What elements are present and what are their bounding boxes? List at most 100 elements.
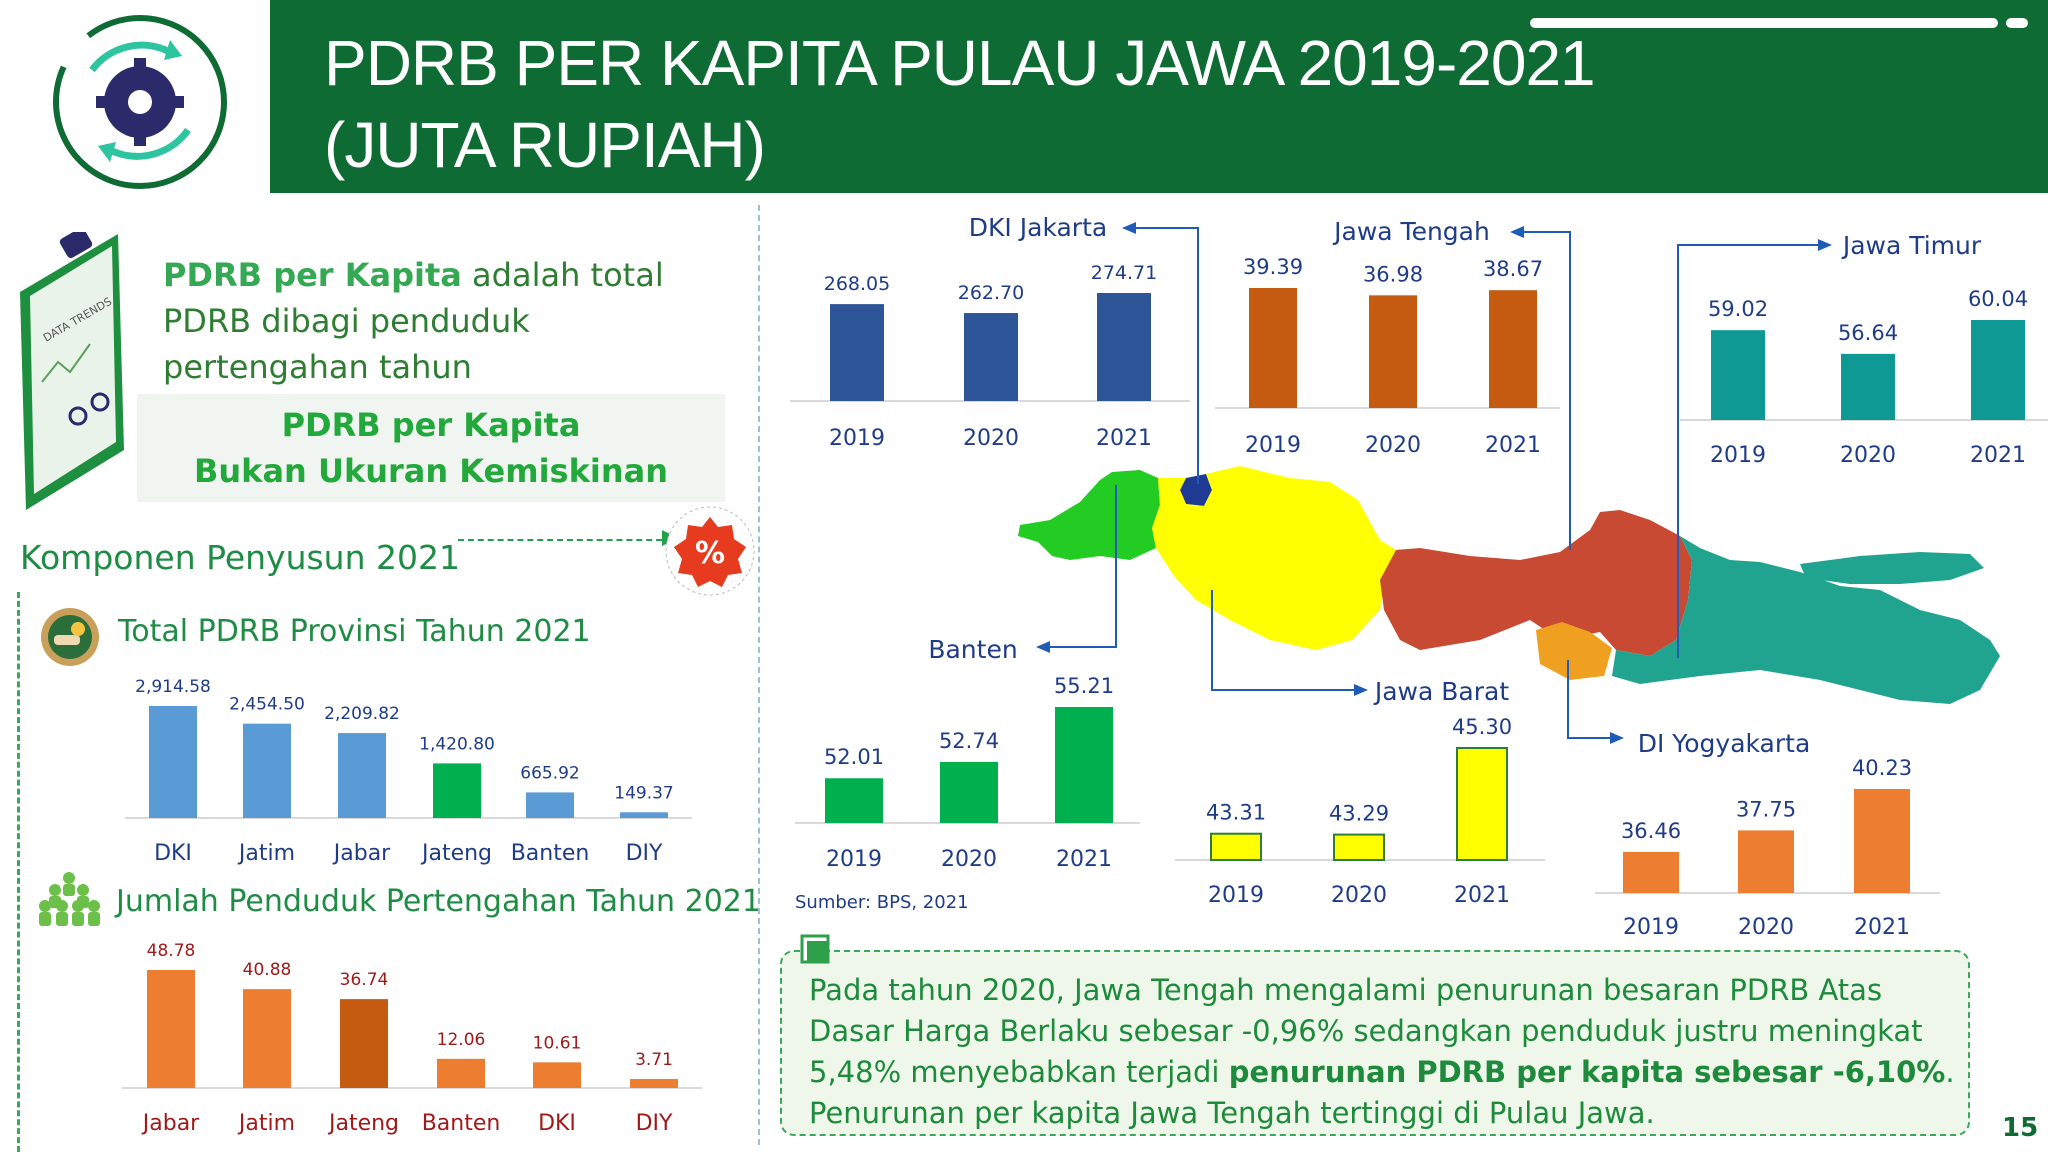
arrow-banten-icon	[1036, 641, 1050, 653]
jabar-chart: 43.31 2019 43.29 2020 45.30 2021	[1175, 715, 1545, 908]
jateng-value-label: 39.39	[1243, 255, 1303, 279]
region-name-label: DKI Jakarta	[969, 213, 1107, 242]
jatim-bar	[1711, 330, 1765, 420]
banten-value-label: 52.01	[824, 745, 884, 769]
banten-value-label: 52.74	[939, 729, 999, 753]
penduduk-2021-value-label: 12.06	[437, 1030, 486, 1050]
pdrb-2021-value-label: 1,420.80	[419, 734, 495, 754]
penduduk-2021-bar	[340, 999, 388, 1088]
jabar-value-label: 43.29	[1329, 802, 1389, 826]
pdrb-2021-bar	[620, 812, 668, 818]
region-name-label: Jawa Barat	[1373, 677, 1509, 706]
note-marker-icon	[800, 934, 830, 964]
note-part-1: Pada tahun 2020, Jawa Tengah mengalami p…	[809, 973, 1923, 1089]
clipboard-data-trends-icon: DATA TRENDS	[20, 232, 124, 510]
definition-text: PDRB per Kapita adalah total PDRB dibagi…	[163, 252, 723, 390]
banten-bar	[825, 778, 883, 823]
map-region-diy	[1536, 622, 1612, 680]
map-region-jateng	[1380, 510, 1692, 656]
jatim-value-label: 59.02	[1708, 297, 1768, 321]
left-dashed-guide	[17, 592, 20, 1152]
jabar-category-label: 2020	[1331, 883, 1387, 908]
pdrb-2021-category-label: Jatim	[237, 841, 295, 866]
diy-category-label: 2020	[1738, 915, 1794, 940]
jateng-value-label: 38.67	[1483, 257, 1543, 281]
jatim-bar	[1971, 320, 2025, 420]
dki-category-label: 2019	[829, 426, 885, 451]
map-region-jatim	[1612, 536, 2000, 704]
arrow-jatim-icon	[1818, 239, 1832, 251]
penduduk-2021-category-label: Jatim	[237, 1111, 295, 1136]
money-hand-icon	[41, 608, 99, 666]
population-people-icon	[39, 872, 100, 926]
region-name-label: Jawa Timur	[1841, 231, 1982, 260]
pdrb-2021-category-label: DKI	[154, 841, 192, 866]
dki-bar	[830, 304, 884, 401]
penduduk-2021-value-label: 40.88	[243, 960, 292, 980]
penduduk-2021-value-label: 48.78	[147, 941, 196, 961]
diy-value-label: 36.46	[1621, 819, 1681, 843]
penduduk-2021-bar	[147, 970, 195, 1088]
jateng-category-label: 2021	[1485, 433, 1541, 458]
jateng-bar	[1369, 295, 1417, 408]
diy-bar	[1623, 851, 1679, 893]
jatim-category-label: 2019	[1710, 443, 1766, 468]
jateng-bar	[1489, 290, 1537, 408]
pdrb-2021-bar	[433, 763, 481, 818]
header-decoration-dot	[2006, 18, 2028, 28]
jumlah-penduduk-title: Jumlah Penduduk Pertengahan Tahun 2021	[116, 884, 761, 919]
dki-category-label: 2021	[1096, 426, 1152, 451]
pdrb-2021-category-label: Jabar	[332, 841, 391, 866]
penduduk-2021-bar	[533, 1062, 581, 1088]
region-name-label: DI Yogyakarta	[1638, 729, 1811, 758]
definition-rest: adalah total PDRB dibagi penduduk perten…	[163, 256, 664, 386]
pdrb-2021-bar	[243, 723, 291, 818]
jatim-value-label: 60.04	[1968, 287, 2028, 311]
jabar-bar	[1210, 832, 1262, 862]
komponen-arrow-line	[458, 539, 672, 541]
penduduk-2021-category-label: Jateng	[327, 1111, 399, 1136]
gear-cycle-logo-icon	[53, 15, 227, 189]
penduduk-2021-category-label: DIY	[636, 1111, 673, 1136]
jabar-category-label: 2021	[1454, 883, 1510, 908]
banten-category-label: 2020	[941, 847, 997, 872]
diy-value-label: 37.75	[1736, 797, 1796, 821]
jabar-bar	[1456, 747, 1508, 861]
pdrb-2021-value-label: 149.37	[614, 783, 673, 803]
penduduk-2021-value-label: 36.74	[340, 970, 389, 990]
jabar-bar	[1333, 833, 1385, 861]
note-box	[780, 950, 1970, 1136]
dki-bar	[1097, 293, 1151, 401]
dki-value-label: 268.05	[824, 273, 890, 295]
jatim-category-label: 2021	[1970, 443, 2026, 468]
banten-category-label: 2021	[1056, 847, 1112, 872]
pdrb-2021-category-label: Banten	[511, 841, 590, 866]
komponen-title: Komponen Penyusun 2021	[20, 538, 460, 577]
banten-chart: 52.01 2019 52.74 2020 55.21 2021	[795, 674, 1140, 872]
jabar-category-label: 2019	[1208, 883, 1264, 908]
region-name-label: Jawa Tengah	[1332, 217, 1490, 246]
pdrb-2021-bar	[149, 706, 197, 818]
penduduk-2021-value-label: 3.71	[635, 1050, 673, 1070]
dki-chart: 268.05 2019 262.70 2020 274.71 2021	[790, 262, 1190, 451]
pdrb-2021-category-label: Jateng	[420, 841, 492, 866]
note-bold: penurunan PDRB per kapita sebesar -6,10%	[1228, 1055, 1946, 1089]
callout-line-2: Bukan Ukuran Kemiskinan	[193, 452, 668, 490]
penduduk-2021-category-label: Jabar	[141, 1111, 200, 1136]
definition-term: PDRB per Kapita	[163, 256, 462, 294]
diy-chart: 36.46 2019 37.75 2020 40.23 2021	[1595, 756, 1940, 940]
page-number: 15	[2002, 1113, 2039, 1143]
penduduk-2021-category-label: Banten	[422, 1111, 501, 1136]
dki-value-label: 274.71	[1091, 262, 1157, 284]
penduduk-2021-bar	[243, 989, 291, 1088]
jatim-chart: 59.02 2019 56.64 2020 60.04 2021	[1680, 287, 2048, 468]
jabar-value-label: 43.31	[1206, 801, 1266, 825]
banten-category-label: 2019	[826, 847, 882, 872]
penduduk-2021-bar	[437, 1058, 485, 1088]
jabar-value-label: 45.30	[1452, 715, 1512, 739]
callout-box: PDRB per Kapita Bukan Ukuran Kemiskinan	[137, 394, 725, 502]
jateng-chart: 39.39 2019 36.98 2020 38.67 2021	[1215, 255, 1560, 458]
arrow-dki-icon	[1122, 222, 1136, 234]
logo-area	[0, 0, 270, 193]
